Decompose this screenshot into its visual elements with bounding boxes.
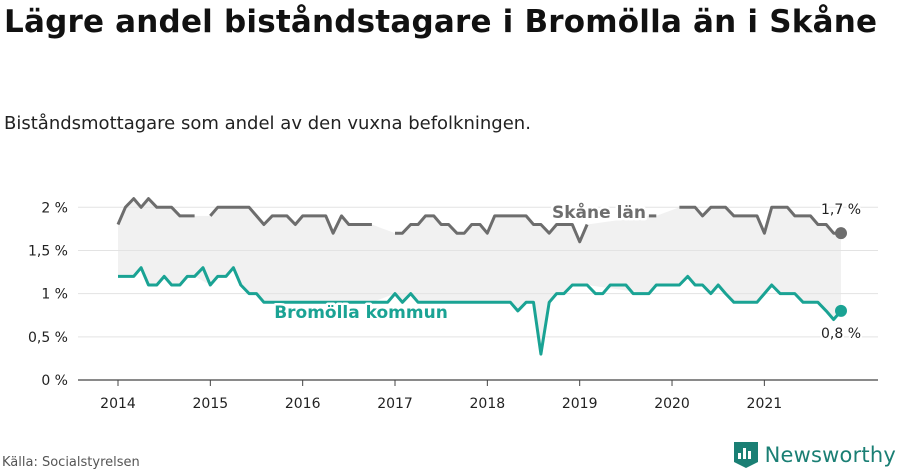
source-note: Källa: Socialstyrelsen	[2, 455, 140, 470]
newsworthy-bar-chart-icon	[733, 442, 758, 468]
series-gap-band	[118, 198, 841, 355]
y-tick-label: 0,5 %	[28, 330, 68, 346]
end-marker-bromolla	[835, 304, 847, 317]
series-line-bromolla	[118, 266, 843, 356]
brand-logo: Newsworthy	[733, 442, 896, 468]
y-tick-label: 0 %	[41, 373, 68, 389]
grid-layer	[78, 206, 878, 338]
x-tick-label: 2020	[654, 396, 690, 412]
series-label-skane: Skåne län	[552, 201, 646, 223]
brand-name: Newsworthy	[764, 443, 896, 467]
series-label-bromolla: Bromölla kommun	[274, 303, 448, 323]
x-tick-label: 2014	[100, 396, 136, 412]
y-tick-label: 2 %	[41, 200, 68, 216]
x-tick-label: 2021	[747, 396, 783, 412]
axis-layer: 0 % 0,5 % 1 % 1,5 % 2 % 2014 2015 2016 2017 2018 2…	[28, 200, 878, 412]
series-line-skane	[395, 214, 589, 244]
x-tick-label: 2017	[377, 396, 413, 412]
x-tick-label: 2015	[193, 396, 229, 412]
chart-subtitle: Biståndsmottagare som andel av den vuxna…	[4, 113, 531, 134]
y-tick-label: 1 %	[41, 287, 68, 303]
x-tick-label: 2018	[470, 396, 506, 412]
line-layer	[116, 197, 847, 356]
y-tick-label: 1,5 %	[28, 243, 68, 259]
series-line-skane	[679, 205, 841, 235]
series-line-skane	[116, 197, 195, 226]
end-value-label-bromolla: 0,8 %	[821, 326, 861, 342]
x-tick-label: 2019	[562, 396, 598, 412]
band-layer	[118, 198, 841, 355]
end-value-label-skane: 1,7 %	[821, 202, 861, 218]
series-line-skane	[209, 205, 372, 235]
label-layer: Skåne län Bromölla kommun 1,7 % 0,8 %	[272, 199, 863, 344]
end-marker-skane	[835, 227, 847, 240]
x-tick-label: 2016	[285, 396, 321, 412]
chart-title: Lägre andel biståndstagare i Bromölla än…	[4, 4, 878, 40]
